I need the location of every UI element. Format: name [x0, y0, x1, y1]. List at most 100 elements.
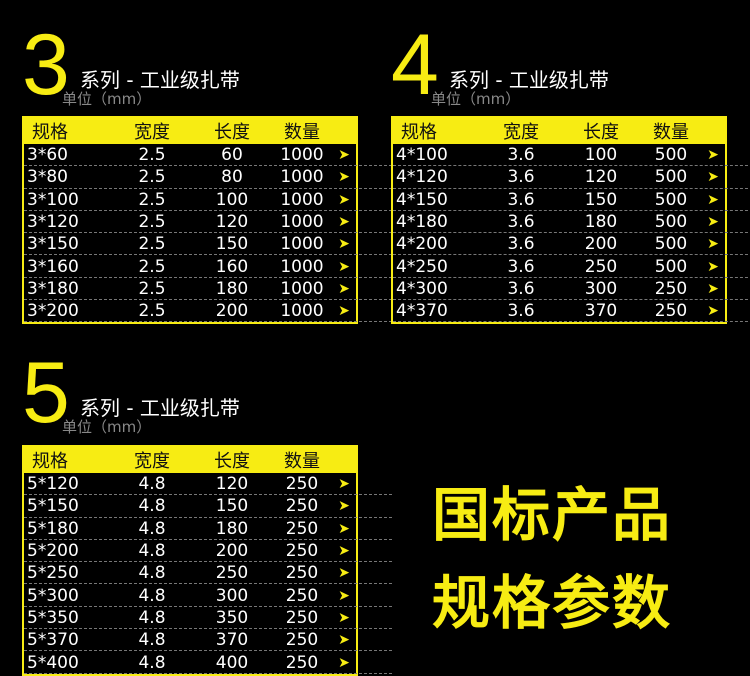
- cell-spec: 5*400: [27, 652, 79, 673]
- arrow-icon: ➤: [707, 169, 719, 186]
- cell-width: 4.8: [138, 474, 166, 495]
- series-number: 5: [22, 345, 70, 441]
- table-header: 规格 宽度 长度 数量: [24, 447, 356, 473]
- cell-width: 4.8: [138, 541, 166, 562]
- cell-length: 180: [215, 518, 249, 539]
- cell-qty: 1000: [280, 189, 324, 210]
- cell-qty: 1000: [280, 167, 324, 188]
- table-row: 5*180 4.8 180 250 ➤: [24, 518, 392, 541]
- table-row: 3*120 2.5 120 1000 ➤: [24, 211, 392, 234]
- header-length: 长度: [214, 122, 250, 143]
- cell-length: 180: [584, 212, 618, 233]
- cell-length: 60: [221, 145, 243, 166]
- cell-length: 200: [215, 541, 249, 562]
- spec-table: 规格 宽度 长度 数量 4*100 3.6 100 500 ➤ 4*120 3.…: [391, 116, 750, 325]
- header-length: 长度: [583, 122, 619, 143]
- cell-width: 3.6: [507, 301, 535, 322]
- arrow-icon: ➤: [338, 520, 350, 537]
- arrow-icon: ➤: [338, 258, 350, 275]
- arrow-icon: ➤: [707, 214, 719, 231]
- cell-qty: 250: [285, 652, 319, 673]
- cell-length: 120: [215, 212, 249, 233]
- cell-qty: 1000: [280, 301, 324, 322]
- table-row: 4*100 3.6 100 500 ➤: [393, 144, 750, 167]
- arrow-icon: ➤: [338, 147, 350, 164]
- cell-qty: 250: [654, 301, 688, 322]
- cell-length: 150: [584, 189, 618, 210]
- cell-spec: 3*120: [27, 212, 79, 233]
- arrow-icon: ➤: [707, 147, 719, 164]
- header-length: 长度: [214, 451, 250, 472]
- cell-length: 400: [215, 652, 249, 673]
- cell-width: 2.5: [138, 234, 166, 255]
- unit-label: 单位（mm）: [431, 90, 521, 108]
- cell-width: 4.8: [138, 563, 166, 584]
- table-row: 4*180 3.6 180 500 ➤: [393, 211, 750, 234]
- cell-spec: 3*200: [27, 301, 79, 322]
- slogan-line1: 国标产品: [432, 481, 673, 549]
- header-width: 宽度: [134, 451, 170, 472]
- cell-width: 2.5: [138, 212, 166, 233]
- cell-qty: 500: [654, 234, 688, 255]
- series-number: 3: [22, 17, 70, 113]
- cell-length: 150: [215, 234, 249, 255]
- cell-width: 2.5: [138, 301, 166, 322]
- arrow-icon: ➤: [338, 654, 350, 671]
- cell-width: 4.8: [138, 652, 166, 673]
- series-title: 系列 - 工业级扎带: [449, 68, 609, 92]
- cell-width: 3.6: [507, 145, 535, 166]
- cell-qty: 1000: [280, 212, 324, 233]
- cell-width: 4.8: [138, 607, 166, 628]
- table-row: 3*100 2.5 100 1000 ➤: [24, 189, 392, 212]
- cell-length: 370: [584, 301, 618, 322]
- header-width: 宽度: [134, 122, 170, 143]
- cell-width: 4.8: [138, 496, 166, 517]
- table-row: 5*300 4.8 300 250 ➤: [24, 584, 392, 608]
- arrow-icon: ➤: [707, 236, 719, 253]
- arrow-icon: ➤: [338, 632, 350, 649]
- cell-spec: 5*150: [27, 496, 79, 517]
- cell-qty: 500: [654, 212, 688, 233]
- header-spec: 规格: [32, 122, 68, 143]
- cell-qty: 250: [285, 541, 319, 562]
- unit-label: 单位（mm）: [62, 90, 152, 108]
- cell-length: 350: [215, 607, 249, 628]
- cell-width: 3.6: [507, 256, 535, 277]
- cell-length: 370: [215, 630, 249, 651]
- cell-length: 160: [215, 256, 249, 277]
- cell-length: 120: [215, 474, 249, 495]
- cell-spec: 5*120: [27, 474, 79, 495]
- arrow-icon: ➤: [338, 169, 350, 186]
- table-header: 规格 宽度 长度 数量: [393, 118, 725, 144]
- arrow-icon: ➤: [338, 236, 350, 253]
- series-number: 4: [391, 17, 439, 113]
- header-spec: 规格: [32, 451, 68, 472]
- arrow-icon: ➤: [338, 565, 350, 582]
- cell-spec: 4*180: [396, 212, 448, 233]
- spec-table: 规格 宽度 长度 数量 3*60 2.5 60 1000 ➤ 3*80 2.5 …: [22, 116, 392, 325]
- table-row: 3*150 2.5 150 1000 ➤: [24, 233, 392, 256]
- cell-width: 2.5: [138, 278, 166, 299]
- header-qty: 数量: [284, 451, 320, 472]
- cell-qty: 1000: [280, 145, 324, 166]
- cell-spec: 3*150: [27, 234, 79, 255]
- cell-qty: 250: [285, 496, 319, 517]
- spec-table: 规格 宽度 长度 数量 5*120 4.8 120 250 ➤ 5*150 4.…: [22, 445, 392, 676]
- slogan-line2: 规格参数: [432, 569, 673, 637]
- cell-length: 150: [215, 496, 249, 517]
- cell-length: 120: [584, 167, 618, 188]
- arrow-icon: ➤: [338, 191, 350, 208]
- cell-spec: 5*200: [27, 541, 79, 562]
- arrow-icon: ➤: [707, 191, 719, 208]
- cell-qty: 250: [285, 474, 319, 495]
- cell-spec: 5*370: [27, 630, 79, 651]
- cell-spec: 4*200: [396, 234, 448, 255]
- arrow-icon: ➤: [338, 609, 350, 626]
- table-row: 4*150 3.6 150 500 ➤: [393, 189, 750, 212]
- table-row: 4*250 3.6 250 500 ➤: [393, 255, 750, 279]
- cell-length: 100: [584, 145, 618, 166]
- cell-length: 300: [215, 585, 249, 606]
- cell-qty: 500: [654, 145, 688, 166]
- cell-spec: 3*100: [27, 189, 79, 210]
- cell-width: 4.8: [138, 518, 166, 539]
